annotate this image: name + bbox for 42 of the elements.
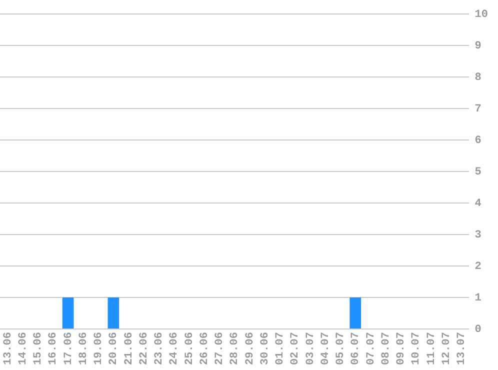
x-tick-label: 17.06	[62, 332, 75, 366]
x-tick-label: 23.06	[154, 332, 166, 366]
x-tick-label: 24.06	[168, 332, 181, 366]
y-tick-label: 3	[474, 229, 482, 242]
x-tick-label: 26.06	[198, 332, 211, 366]
x-tick-label: 06.07	[350, 332, 362, 366]
x-tick-label: 30.06	[259, 332, 272, 366]
x-tick-label: 09.07	[396, 332, 408, 366]
y-tick-label: 9	[474, 40, 482, 52]
y-tick-label: 10	[474, 8, 488, 21]
y-tick-label: 2	[474, 260, 482, 273]
x-tick-label: 05.07	[335, 332, 348, 366]
x-tick-label: 13.07	[456, 332, 468, 366]
x-tick-label: 13.06	[2, 332, 14, 366]
x-tick-label: 01.07	[274, 332, 287, 366]
y-tick-label: 4	[474, 198, 482, 210]
x-tick-label: 25.06	[184, 332, 196, 366]
x-tick-label: 03.07	[304, 332, 317, 366]
x-tick-label: 18.06	[78, 332, 90, 366]
x-tick-label: 02.07	[290, 332, 302, 366]
y-tick-label: 6	[474, 134, 482, 147]
y-tick-label: 1	[474, 292, 482, 304]
y-tick-label: 7	[474, 103, 482, 116]
x-tick-label: 22.06	[138, 332, 150, 366]
x-tick-label: 14.06	[17, 332, 30, 366]
x-tick-label: 11.07	[426, 332, 438, 366]
y-tick-label: 5	[474, 166, 482, 178]
y-tick-label: 0	[474, 324, 482, 336]
x-tick-label: 15.06	[32, 332, 45, 366]
x-tick-label: 21.06	[123, 332, 136, 366]
x-tick-label: 07.07	[365, 332, 378, 366]
x-tick-label: 27.06	[214, 332, 226, 366]
x-tick-label: 08.07	[380, 332, 392, 366]
x-tick-label: 29.06	[244, 332, 256, 366]
x-tick-label: 20.06	[108, 332, 120, 366]
y-tick-label: 8	[474, 72, 482, 84]
x-tick-label: 16.06	[48, 332, 60, 366]
x-tick-label: 28.06	[229, 332, 242, 366]
x-tick-label: 19.06	[93, 332, 106, 366]
x-tick-label: 10.07	[410, 332, 423, 366]
x-tick-label: 04.07	[320, 332, 332, 366]
x-tick-label: 12.07	[440, 332, 453, 366]
